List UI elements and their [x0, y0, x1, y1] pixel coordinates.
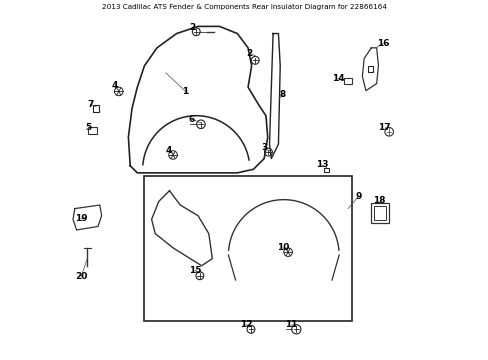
Bar: [343, 78, 351, 84]
Text: 13: 13: [315, 161, 328, 170]
Bar: [88, 127, 97, 134]
Text: 20: 20: [75, 272, 87, 281]
Bar: [144, 176, 351, 321]
Text: 6: 6: [188, 115, 195, 124]
Text: 1: 1: [182, 87, 188, 96]
Text: 4: 4: [112, 81, 118, 90]
Text: 12: 12: [239, 320, 252, 329]
Text: 2: 2: [245, 49, 252, 58]
Text: 17: 17: [377, 123, 390, 132]
Text: 3: 3: [261, 143, 267, 152]
Text: 18: 18: [372, 196, 385, 205]
Text: 9: 9: [355, 192, 361, 201]
Text: 10: 10: [276, 243, 289, 252]
Text: 15: 15: [188, 266, 201, 275]
Text: 2: 2: [188, 23, 195, 32]
Text: 5: 5: [85, 123, 91, 132]
Bar: [367, 66, 373, 72]
Text: 11: 11: [285, 320, 297, 329]
Bar: [93, 105, 99, 112]
Text: 19: 19: [75, 214, 87, 223]
Bar: [373, 206, 386, 220]
Bar: [324, 168, 328, 172]
Text: 4: 4: [165, 146, 172, 155]
Bar: [370, 203, 388, 223]
Text: 7: 7: [87, 100, 93, 109]
Text: 2013 Cadillac ATS Fender & Components Rear Insulator Diagram for 22866164: 2013 Cadillac ATS Fender & Components Re…: [102, 4, 386, 10]
Text: 16: 16: [376, 39, 388, 48]
Text: 14: 14: [331, 74, 344, 83]
Text: 8: 8: [280, 90, 285, 99]
